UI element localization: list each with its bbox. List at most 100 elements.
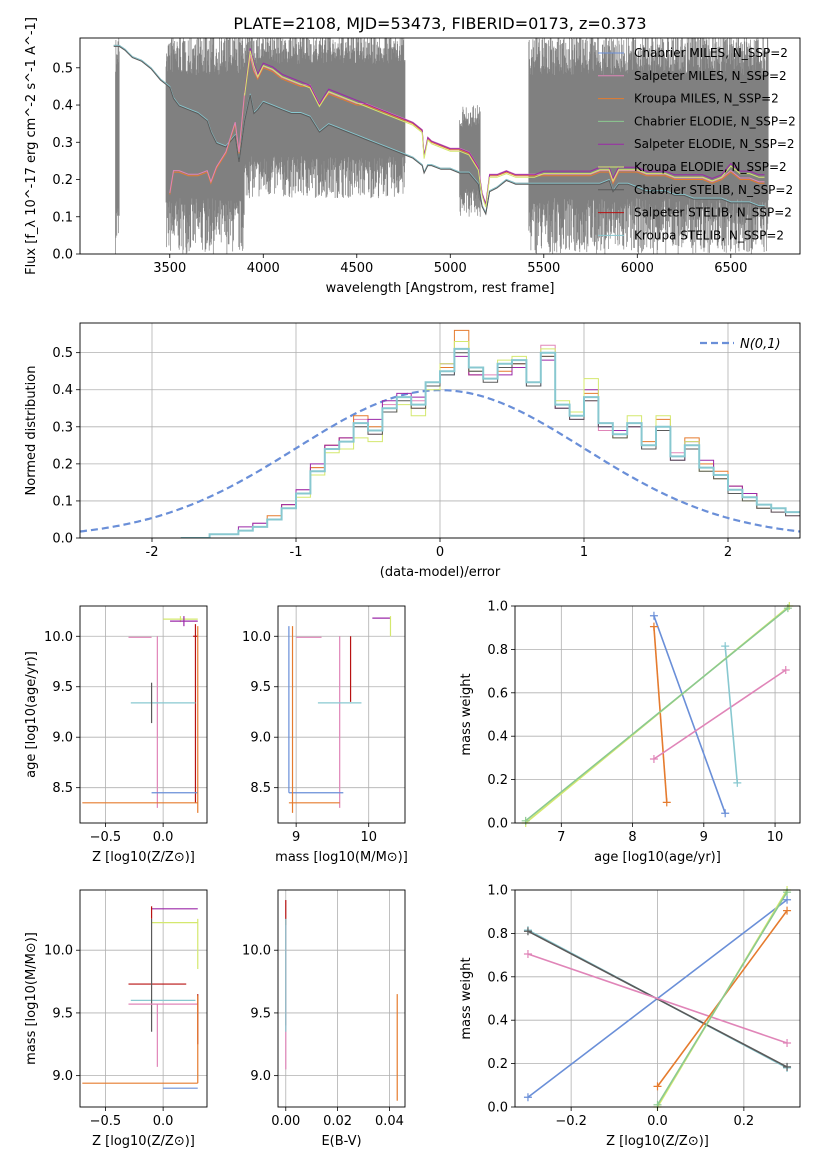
weight-marker: [733, 778, 742, 787]
weight-marker: [523, 927, 532, 936]
panel-mass-vs-Z: −0.5 0.0 9.0 9.5 10.0 Z [log10(Z/Z⊙)] mass [lo…: [24, 889, 208, 1149]
axes-frame: [277, 605, 406, 824]
y-axis-label: Normed distribution: [24, 366, 39, 496]
x-tick-label: 0.00: [271, 1114, 300, 1129]
y-tick-label: 8.5: [52, 781, 73, 796]
x-axis-label: (data-model)/error: [380, 565, 501, 580]
weight-marker: [649, 622, 658, 631]
x-tick-label: 5500: [527, 261, 560, 276]
x-tick-label: 8: [628, 830, 636, 845]
weight-marker: [523, 1093, 532, 1102]
weight-marker: [783, 888, 792, 897]
weight-line: [527, 953, 788, 1044]
x-tick-label: 0.0: [647, 1114, 668, 1129]
y-tick-label: 10.0: [242, 944, 271, 959]
y-tick-label: 0.1: [52, 494, 73, 509]
y-tick-label: 0.0: [52, 248, 73, 263]
data-spectrum: [115, 38, 769, 254]
y-tick-label: 0.6: [487, 686, 508, 701]
legend-label: Chabrier STELIB, N_SSP=2: [634, 183, 793, 197]
axes-frame: [79, 37, 801, 255]
plot-area: [525, 606, 790, 823]
y-tick-label: 9.0: [52, 1069, 73, 1084]
panel-mass-vs-ebv: 0.00 0.02 0.04 9.0 9.5 10.0 E(B-V): [242, 889, 406, 1149]
x-tick-label: -2: [146, 545, 159, 560]
y-tick-label: 0.0: [487, 1101, 508, 1116]
legend-label: N(0,1): [740, 337, 781, 352]
y-tick-label: 10.0: [44, 944, 73, 959]
x-axis-label: Z [log10(Z/Z⊙)]: [606, 1134, 709, 1149]
panel-massweight-vs-Z: −0.2 0.0 0.2 0.0 0.2 0.4 0.6 0.8 1.0 Z [log10(Z/Z…: [459, 884, 801, 1149]
weight-marker: [523, 950, 532, 959]
x-tick-label: −0.5: [90, 1114, 122, 1129]
x-tick-label: 4500: [340, 261, 373, 276]
y-tick-label: 0.8: [487, 643, 508, 658]
weight-marker: [783, 906, 792, 915]
panel-age-vs-Z: −0.5 0.0 8.5 9.0 9.5 10.0 Z [log10(Z/Z⊙)] age […: [24, 605, 208, 865]
weight-marker: [781, 666, 790, 675]
y-tick-label: 0.4: [487, 1014, 508, 1029]
y-axis-label: Flux [f_λ 10^-17 erg cm^-2 s^-1 A^-1]: [24, 17, 39, 275]
x-tick-label: −0.5: [90, 830, 122, 845]
x-axis-label: mass [log10(M/M⊙)]: [275, 850, 408, 865]
y-axis-label: mass weight: [459, 957, 474, 1039]
panel-massweight-vs-age: 7 8 9 10 0.0 0.2 0.4 0.6 0.8 1.0 age [log10(age/yr…: [459, 600, 801, 865]
legend-label: Salpeter MILES, N_SSP=2: [634, 69, 787, 83]
y-tick-label: 1.0: [487, 884, 508, 899]
y-tick-label: 0.2: [487, 1057, 508, 1072]
weight-line: [653, 669, 787, 760]
weight-marker: [721, 642, 730, 651]
plot-area: [288, 616, 392, 813]
x-tick-label: 1: [580, 545, 588, 560]
x-tick-label: 0.0: [153, 830, 174, 845]
x-tick-label: 0: [436, 545, 444, 560]
y-tick-label: 0.2: [52, 173, 73, 188]
y-tick-label: 0.5: [52, 346, 73, 361]
y-tick-label: 10.0: [44, 630, 73, 645]
panel-age-vs-mass: 9 10 8.5 9.0 9.5 10.0 mass [log10(M/M⊙)]: [242, 605, 408, 865]
y-tick-label: 0.1: [52, 210, 73, 225]
weight-line: [656, 891, 788, 1106]
y-tick-label: 0.3: [52, 136, 73, 151]
x-axis-label: Z [log10(Z/Z⊙)]: [92, 1134, 195, 1149]
plot-area: [82, 616, 199, 813]
x-tick-label: 4000: [247, 261, 280, 276]
x-axis-label: wavelength [Angstrom, rest frame]: [326, 281, 555, 296]
x-tick-label: 0.02: [323, 1114, 352, 1129]
plot-area: [113, 38, 769, 254]
weight-marker: [783, 1062, 792, 1071]
y-tick-label: 9.5: [52, 1006, 73, 1021]
panel-spectrum: Chabrier MILES, N_SSP=2 Salpeter MILES, N…: [24, 17, 801, 296]
x-tick-label: 7: [557, 830, 565, 845]
axes-frame: [79, 889, 208, 1108]
y-tick-label: 0.3: [52, 420, 73, 435]
weight-marker: [521, 816, 530, 825]
y-tick-label: 9.5: [52, 680, 73, 695]
weight-line: [724, 646, 739, 783]
y-tick-label: 0.0: [487, 817, 508, 832]
y-tick-label: 0.5: [52, 61, 73, 76]
x-tick-label: 0.0: [153, 1114, 174, 1129]
x-tick-label: 6000: [621, 261, 654, 276]
y-axis-label: mass [log10(M/M⊙)]: [24, 932, 39, 1065]
plot-area: [527, 890, 788, 1107]
histogram-kroupa_stelib: [180, 347, 800, 538]
weight-marker: [649, 611, 658, 620]
legend-label: Kroupa ELODIE, N_SSP=2: [634, 160, 787, 174]
axes-frame: [79, 605, 208, 824]
axes-frame: [277, 889, 406, 1108]
y-tick-label: 9.0: [250, 731, 271, 746]
plot-area: [285, 900, 398, 1101]
plot-area: [82, 906, 199, 1089]
plot-area: [80, 329, 800, 538]
y-tick-label: 0.8: [487, 927, 508, 942]
weight-marker: [783, 1038, 792, 1047]
weight-marker: [783, 895, 792, 904]
legend-label: Kroupa MILES, N_SSP=2: [634, 92, 779, 106]
x-tick-label: 0.04: [375, 1114, 404, 1129]
x-tick-label: 2: [724, 545, 732, 560]
x-tick-label: −0.2: [555, 1114, 587, 1129]
x-tick-label: -1: [290, 545, 303, 560]
x-tick-label: 10: [767, 830, 784, 845]
y-tick-label: 10.0: [242, 630, 271, 645]
